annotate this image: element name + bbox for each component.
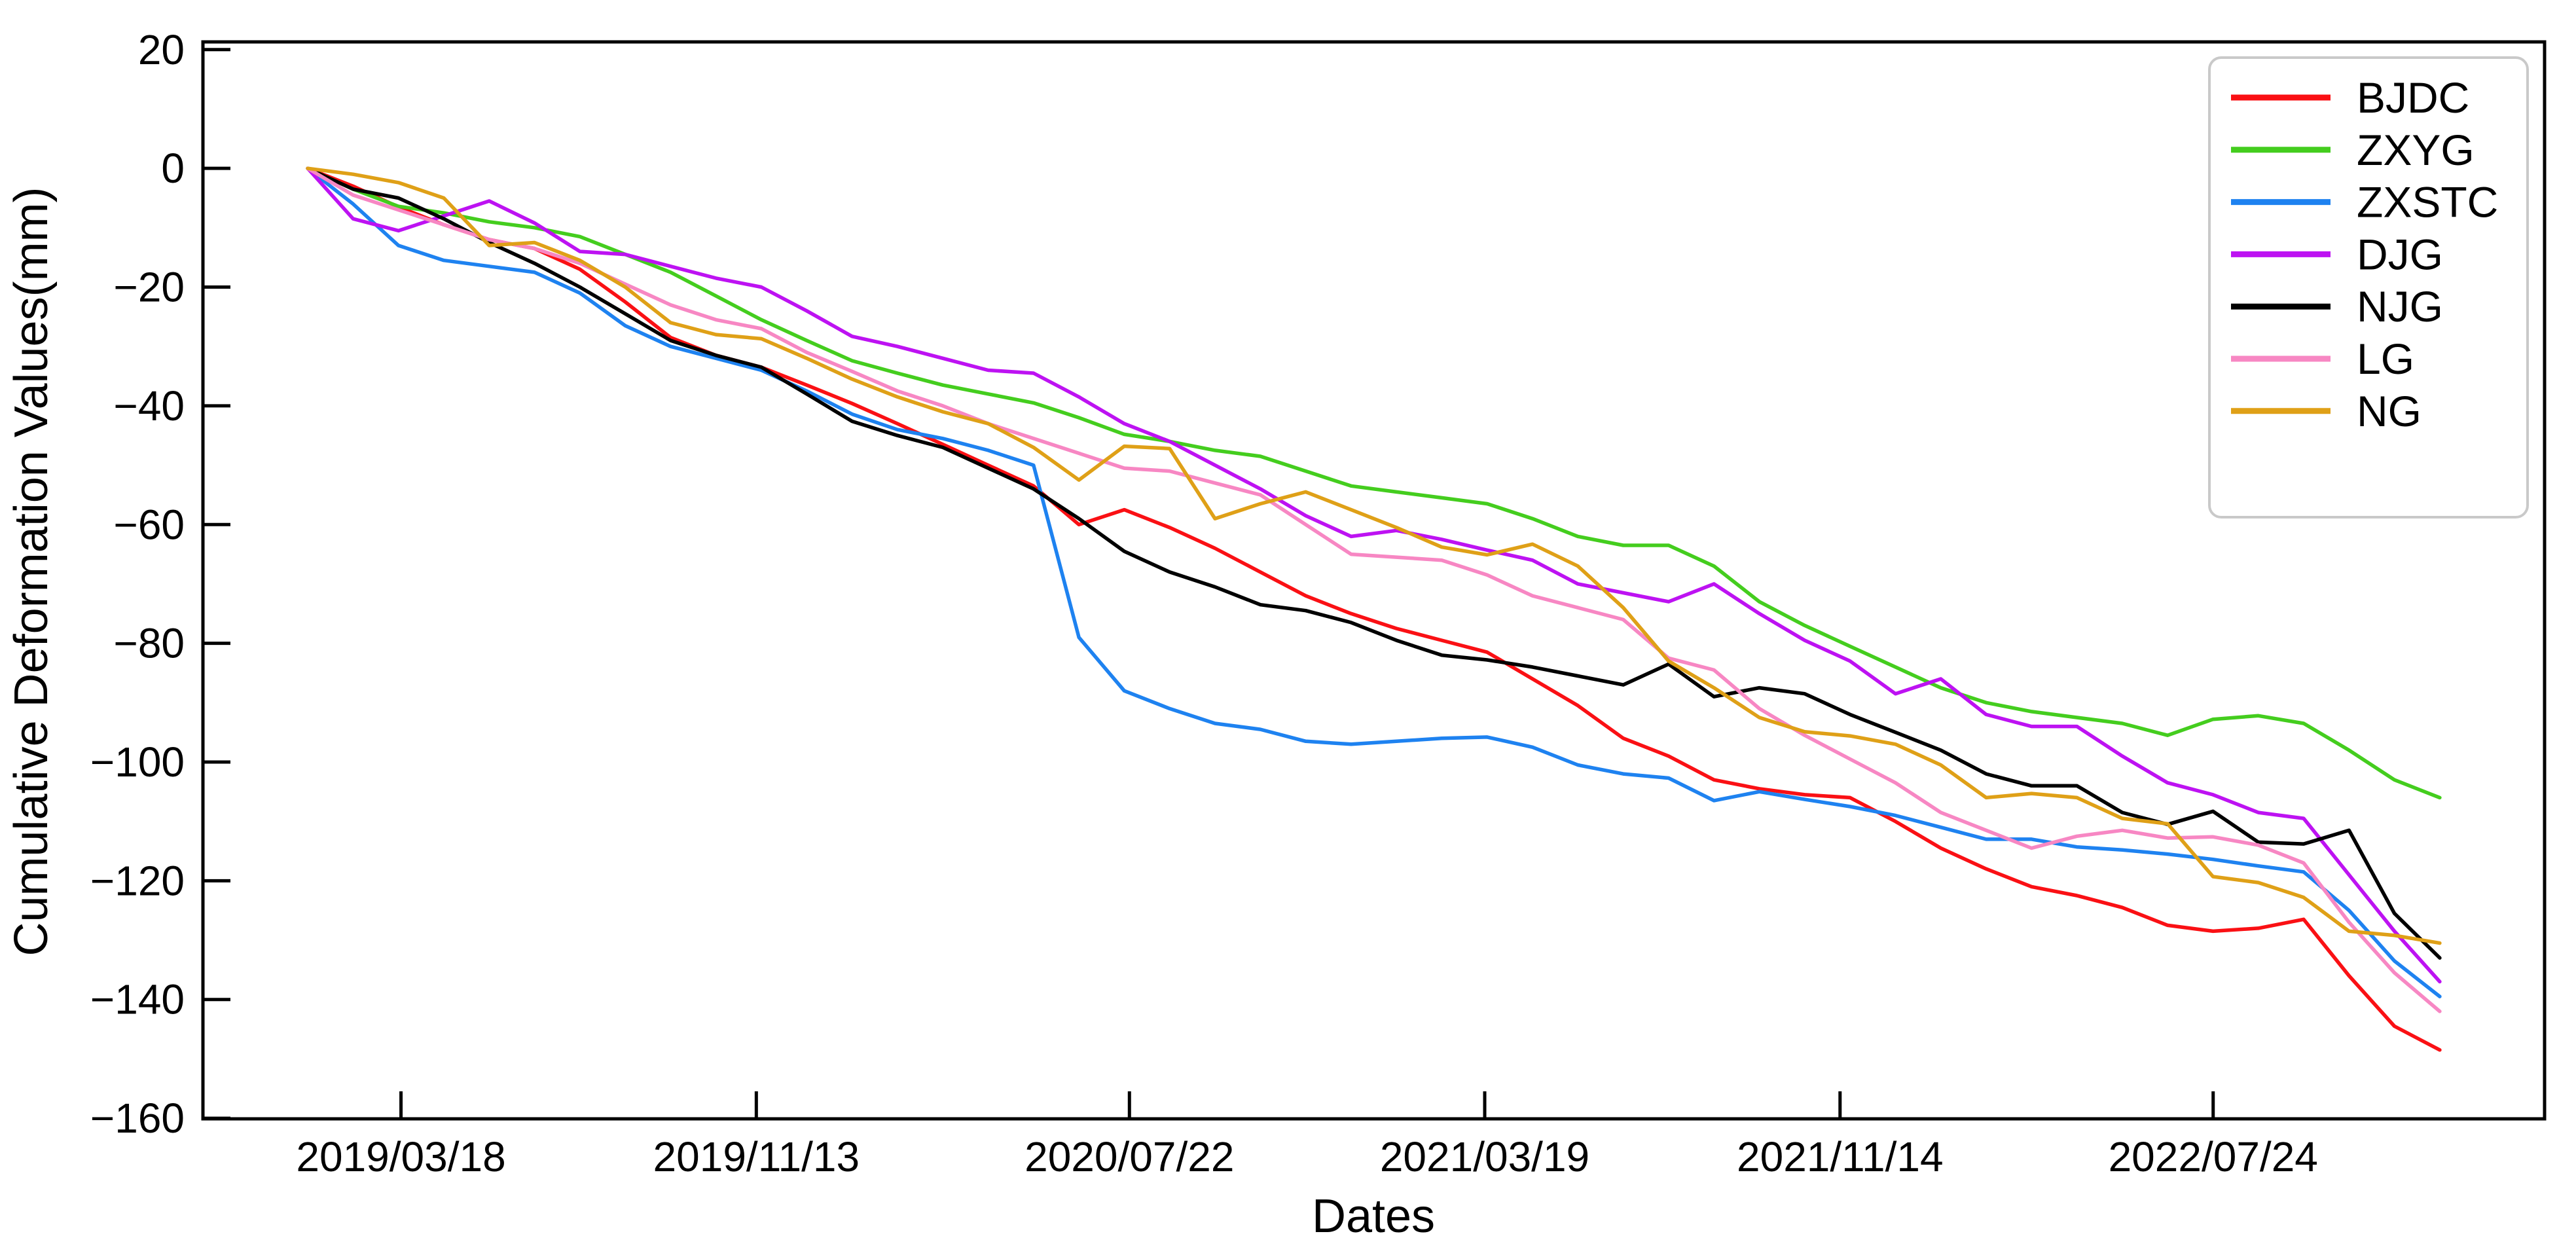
y-tick-label: −140 [90, 976, 185, 1023]
legend-label-zxyg: ZXYG [2357, 126, 2475, 174]
legend-label-bjdc: BJDC [2357, 73, 2469, 122]
x-tick-label: 2020/07/22 [1025, 1133, 1234, 1180]
y-tick-label: −60 [113, 501, 185, 548]
series-line-zxstc [306, 166, 2442, 998]
series-line-ng [306, 166, 2442, 945]
legend-box [2208, 56, 2529, 518]
x-tick-label: 2019/11/13 [653, 1133, 860, 1180]
y-tick-label: −160 [90, 1095, 185, 1142]
y-axis-title: Cumulative Deformation Values(mm) [5, 187, 58, 956]
series-line-bjdc [306, 166, 2442, 1052]
series-line-djg [306, 166, 2442, 984]
x-tick-label: 2019/03/18 [296, 1133, 505, 1180]
x-tick-label: 2021/11/14 [1737, 1133, 1944, 1180]
y-tick-label: 20 [138, 26, 185, 73]
x-axis-title: Dates [1312, 1190, 1435, 1243]
legend-label-njg: NJG [2357, 282, 2443, 331]
series-line-zxyg [306, 166, 2442, 800]
legend-label-ng: NG [2357, 387, 2422, 435]
y-tick-label: −20 [113, 264, 185, 311]
y-tick-label: −120 [90, 857, 185, 904]
x-tick-label: 2022/07/24 [2109, 1133, 2318, 1180]
plot-frame [201, 40, 2547, 1121]
plot-border [201, 40, 2547, 1121]
axis-ticks: 20 0 −20 −40 −60 −80 −100 −120 −140 −160 2019/03/1… [90, 26, 2318, 1180]
series-line-njg [306, 166, 2442, 960]
legend-label-djg: DJG [2357, 230, 2443, 278]
y-tick-label: −100 [90, 738, 185, 786]
series-lines [306, 166, 2442, 1052]
x-tick-label: 2021/03/19 [1380, 1133, 1589, 1180]
y-tick-label: −40 [113, 382, 185, 429]
series-line-lg [306, 166, 2442, 1013]
legend-label-lg: LG [2357, 335, 2414, 383]
legend-label-zxstc: ZXSTC [2357, 178, 2498, 227]
y-tick-label: 0 [161, 145, 185, 192]
y-tick-label: −80 [113, 620, 185, 667]
